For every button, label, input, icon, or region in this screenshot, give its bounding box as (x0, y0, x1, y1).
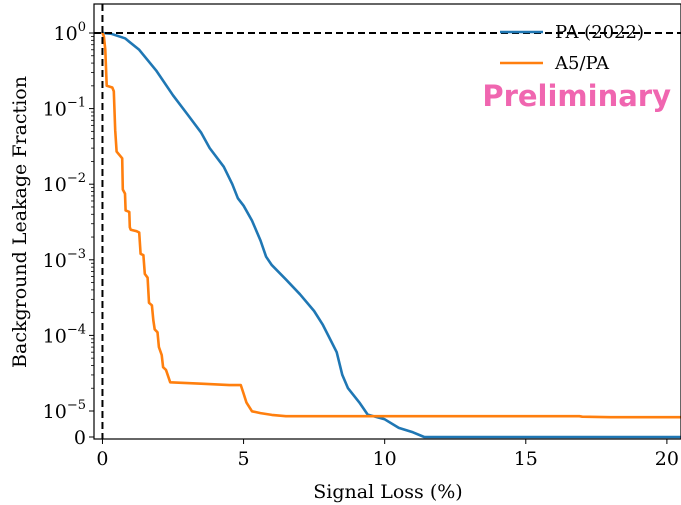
series-line-a5-pa (101, 31, 681, 419)
x-axis: 0 5 10 15 20 (96, 439, 679, 470)
x-tick-label: 0 (96, 448, 108, 470)
y-tick-label: 10−5 (43, 398, 86, 423)
x-tick-label: 10 (373, 448, 397, 470)
x-tick-label: 20 (655, 448, 679, 470)
y-tick-label: 10−4 (43, 322, 86, 347)
x-tick-label: 15 (514, 448, 538, 470)
series-layer (101, 31, 681, 439)
y-tick-label: 10−3 (43, 247, 86, 272)
reference-lines (94, 4, 681, 439)
x-axis-label: Signal Loss (%) (313, 481, 462, 503)
series-line-pa-2022 (101, 31, 681, 439)
y-tick-label: 10−1 (43, 96, 86, 121)
legend: PA (2022) A5/PA (500, 22, 644, 74)
y-tick-label: 100 (54, 20, 86, 45)
preliminary-annotation: Preliminary (482, 79, 671, 113)
x-tick-label: 5 (238, 448, 250, 470)
plot-frame (93, 3, 681, 440)
y-axis: 0 10−5 10−4 10−3 10−2 10−1 100 (43, 20, 94, 449)
y-axis-label: Background Leakage Fraction (9, 76, 31, 368)
legend-label: PA (2022) (555, 22, 644, 43)
plot-area (93, 3, 681, 440)
y-tick-label: 10−2 (43, 171, 86, 196)
plot-background (94, 4, 681, 439)
y-tick-label: 0 (74, 427, 86, 449)
legend-label: A5/PA (554, 53, 610, 74)
